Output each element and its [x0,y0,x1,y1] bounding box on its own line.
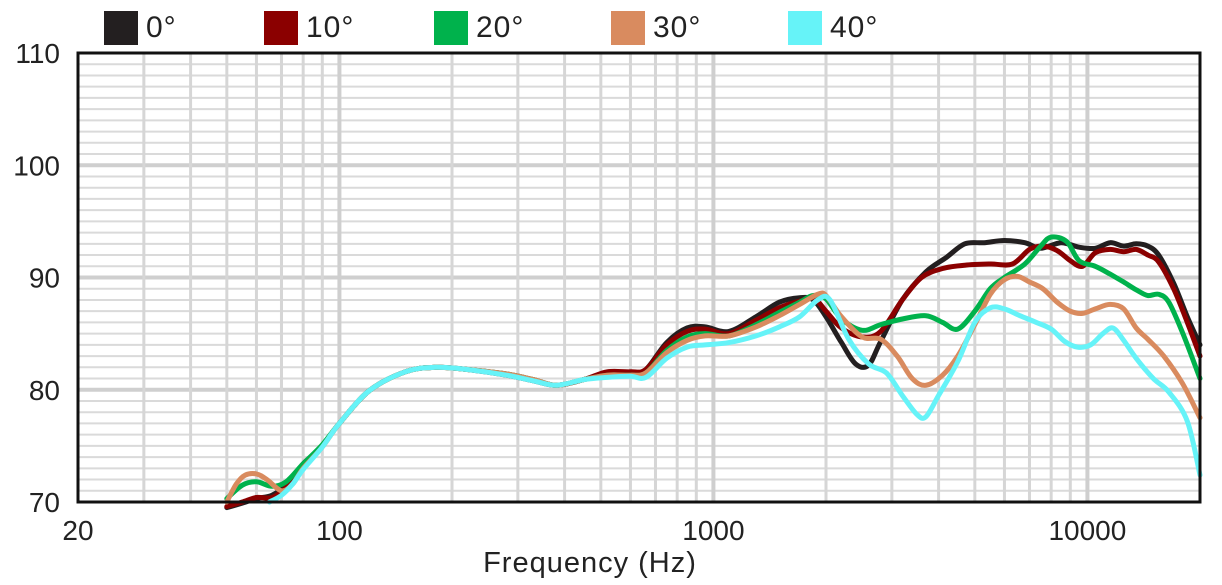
x-tick-label: 1000 [682,515,744,546]
y-tick-label: 90 [29,263,60,294]
x-tick-label: 10000 [1048,515,1126,546]
y-tick-label: 100 [13,150,60,181]
legend-item-40deg[interactable]: 40° [788,10,878,46]
series-layer [224,234,1203,511]
axis-ticks: 70 80 90 100 110 20 100 1000 10000 [13,38,1126,546]
x-tick-label: 100 [316,515,363,546]
series-line-4 [266,293,1203,505]
legend-item-0deg[interactable]: 0° [104,10,177,46]
grid [78,53,1200,502]
y-tick-label: 70 [29,487,60,518]
legend-label-20deg: 20° [476,11,525,44]
x-axis-title: Frequency (Hz) [483,547,697,579]
y-tick-label: 110 [15,38,60,69]
legend-label-30deg: 30° [653,11,702,44]
legend-swatch-0deg [104,11,138,45]
legend-item-20deg[interactable]: 20° [434,10,524,46]
y-tick-label: 80 [29,375,60,406]
legend-swatch-20deg [434,11,468,45]
x-tick-label: 20 [62,515,93,546]
legend-swatch-10deg [264,11,298,45]
legend-label-10deg: 10° [306,11,355,44]
legend-label-0deg: 0° [146,11,177,44]
legend-swatch-30deg [611,11,645,45]
legend-swatch-40deg [788,11,822,45]
legend-item-10deg[interactable]: 10° [264,10,354,46]
plot-frame [76,51,1202,504]
legend-item-30deg[interactable]: 30° [611,10,701,46]
legend: 0° 10° 20° 30° 40° [0,0,1222,52]
legend-label-40deg: 40° [830,11,879,44]
